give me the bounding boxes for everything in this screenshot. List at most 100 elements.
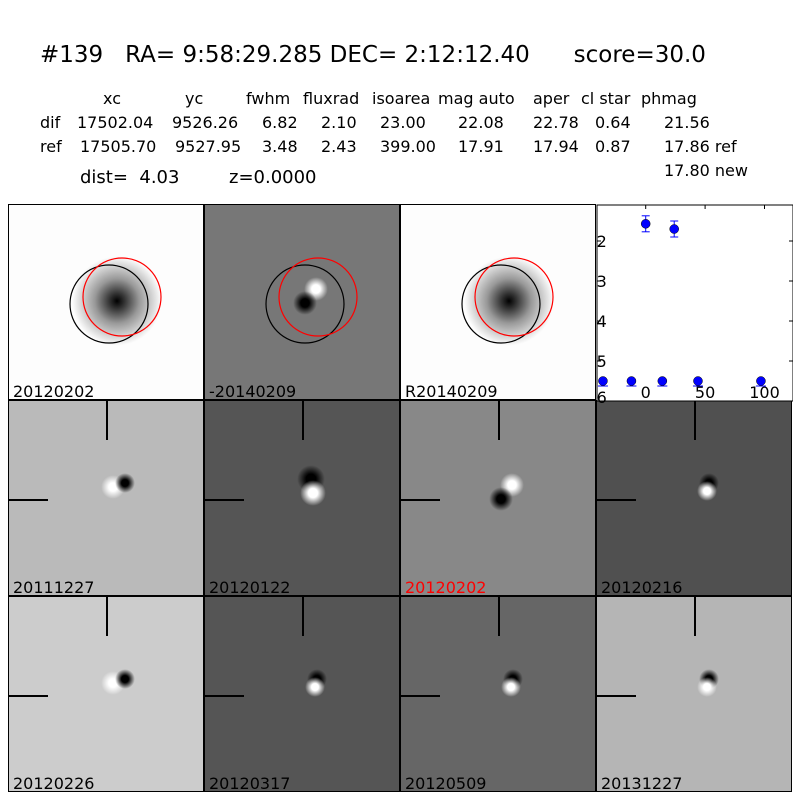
table-cell: 2.43 bbox=[321, 137, 357, 156]
data-point bbox=[669, 224, 679, 234]
column-header: fwhm bbox=[246, 89, 291, 108]
x-tick-label: 100 bbox=[749, 383, 780, 402]
stamp-date-label: 20120216 bbox=[601, 578, 683, 596]
column-header: aper bbox=[533, 89, 570, 108]
image-stamp: 20131227 bbox=[596, 596, 792, 792]
plot-frame bbox=[596, 204, 793, 402]
new-circle bbox=[474, 257, 554, 337]
crosshair-tick bbox=[302, 597, 304, 636]
stamp-date-label: 20120202 bbox=[405, 578, 487, 596]
image-stamp: -20140209 bbox=[204, 204, 400, 400]
crosshair-tick bbox=[597, 695, 636, 697]
x-tick-label: 50 bbox=[695, 383, 715, 402]
table-cell: 17.91 bbox=[458, 137, 504, 156]
source-blob bbox=[72, 256, 162, 346]
crosshair-tick bbox=[401, 499, 440, 501]
table-cell: 0.87 bbox=[595, 137, 631, 156]
image-stamp: 20120317 bbox=[204, 596, 400, 792]
crosshair-tick bbox=[302, 401, 304, 440]
data-point bbox=[693, 376, 703, 386]
new-circle bbox=[278, 257, 358, 337]
aperture-circles bbox=[69, 257, 162, 344]
ref-circle bbox=[265, 264, 345, 344]
ref-circle bbox=[69, 264, 149, 344]
crosshair-tick bbox=[205, 499, 244, 501]
stamp-date-label: 20120226 bbox=[13, 774, 95, 792]
source-blob bbox=[300, 480, 326, 506]
row-label: ref bbox=[40, 137, 62, 156]
data-point bbox=[657, 376, 668, 386]
stamp-date-label: 20120202 bbox=[13, 382, 95, 400]
table-cell: 17.86 ref bbox=[664, 137, 737, 156]
table-cell: 399.00 bbox=[380, 137, 436, 156]
data-point bbox=[626, 376, 637, 386]
light-curve-plot: 22 23 24 25 0 50 100 26 bbox=[596, 204, 793, 404]
source-blob bbox=[464, 256, 554, 346]
aperture-circles bbox=[461, 257, 554, 344]
source-blob bbox=[501, 677, 521, 697]
source-blob bbox=[115, 669, 135, 689]
image-stamp: 20120226 bbox=[8, 596, 204, 792]
column-header: fluxrad bbox=[303, 89, 360, 108]
table-cell: 17505.70 bbox=[80, 137, 157, 156]
source-blob bbox=[697, 481, 717, 501]
image-stamp: 20120202 bbox=[8, 204, 204, 400]
stamp-date-label: 20120509 bbox=[405, 774, 487, 792]
table-cell: 3.48 bbox=[262, 137, 298, 156]
candidate-title: #139 RA= 9:58:29.285 DEC= 2:12:12.40 sco… bbox=[40, 42, 706, 68]
column-header: isoarea bbox=[372, 89, 431, 108]
stamp-date-label: -20140209 bbox=[209, 382, 297, 400]
column-header: phmag bbox=[641, 89, 697, 108]
table-cell: 22.78 bbox=[533, 113, 579, 132]
stamp-date-label: 20120317 bbox=[209, 774, 291, 792]
data-point bbox=[756, 376, 766, 386]
image-stamp: 20120202 bbox=[400, 400, 596, 596]
table-cell: 17.94 bbox=[533, 137, 579, 156]
y-tick-label: 23 bbox=[596, 272, 607, 291]
table-cell: 21.56 bbox=[664, 113, 710, 132]
column-header: yc bbox=[185, 89, 204, 108]
y-tick-label: 22 bbox=[596, 232, 607, 251]
crosshair-tick bbox=[9, 499, 48, 501]
crosshair-tick bbox=[498, 401, 500, 440]
new-circle bbox=[82, 257, 162, 337]
source-blob bbox=[489, 487, 513, 511]
source-blob bbox=[697, 677, 717, 697]
row-label: dif bbox=[40, 113, 61, 132]
table-cell: 22.08 bbox=[458, 113, 504, 132]
redshift-value: z=0.0000 bbox=[229, 167, 317, 188]
image-stamp: 20120216 bbox=[596, 400, 792, 596]
dist-value: dist= 4.03 bbox=[80, 167, 180, 188]
table-cell: 9527.95 bbox=[175, 137, 242, 156]
crosshair-tick bbox=[498, 597, 500, 636]
stamp-date-label: 20111227 bbox=[13, 578, 95, 596]
image-stamp: 20111227 bbox=[8, 400, 204, 596]
table-cell: 23.00 bbox=[380, 113, 426, 132]
image-stamp: R20140209 bbox=[400, 204, 596, 400]
table-cell: 0.64 bbox=[595, 113, 631, 132]
crosshair-tick bbox=[205, 695, 244, 697]
crosshair-tick bbox=[597, 499, 636, 501]
crosshair-tick bbox=[106, 401, 108, 440]
crosshair-tick bbox=[401, 695, 440, 697]
crosshair-tick bbox=[9, 695, 48, 697]
aperture-circles bbox=[265, 257, 358, 344]
column-header: cl star bbox=[581, 89, 631, 108]
source-blob bbox=[115, 473, 135, 493]
crosshair-tick bbox=[106, 597, 108, 636]
data-point bbox=[598, 376, 608, 386]
crosshair-tick bbox=[694, 401, 696, 440]
ref-circle bbox=[461, 264, 541, 344]
crosshair-tick bbox=[694, 597, 696, 636]
phmag-new: 17.80 new bbox=[664, 161, 748, 180]
column-header: xc bbox=[103, 89, 121, 108]
table-cell: 2.10 bbox=[321, 113, 357, 132]
y-tick-label: 26 bbox=[596, 388, 607, 404]
column-header: mag auto bbox=[438, 89, 515, 108]
source-blob bbox=[305, 677, 325, 697]
table-cell: 17502.04 bbox=[77, 113, 154, 132]
image-stamp: 20120509 bbox=[400, 596, 596, 792]
data-point bbox=[640, 219, 651, 229]
table-cell: 6.82 bbox=[262, 113, 298, 132]
